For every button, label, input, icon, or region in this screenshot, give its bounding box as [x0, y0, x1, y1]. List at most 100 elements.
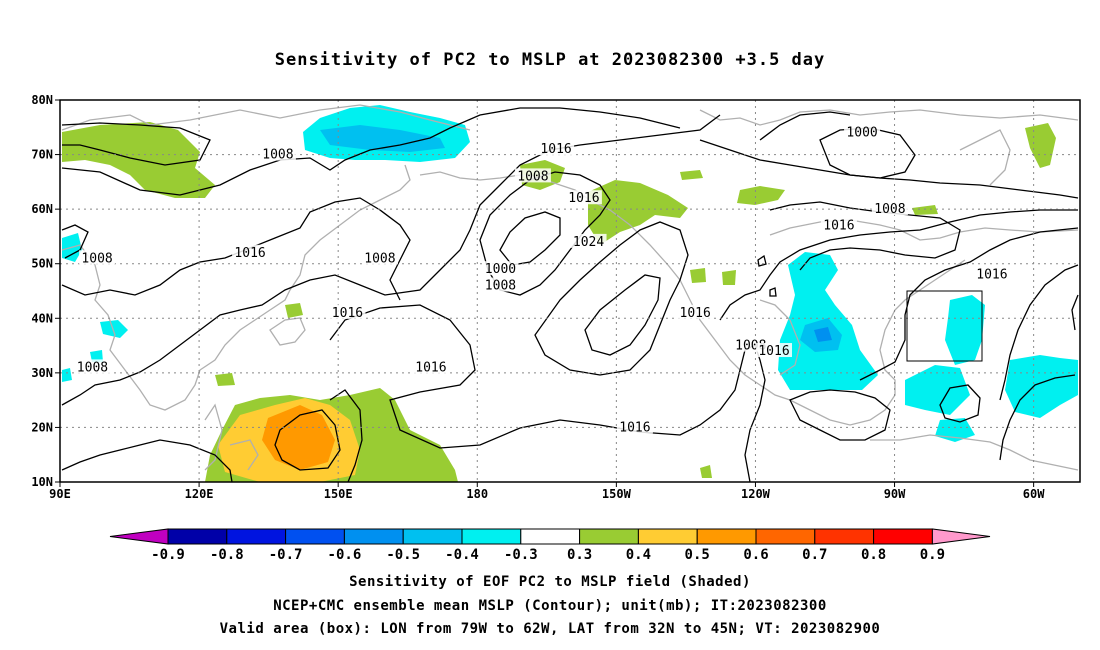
- contour-label: 1008: [364, 251, 395, 266]
- shade-positive-patch: [588, 180, 688, 245]
- colorbar-labels: -0.9 -0.8 -0.7 -0.6 -0.5 -0.4 -0.3 0.3 0.4 0.5 0.6…: [151, 547, 945, 563]
- lon-tick-label: 120W: [741, 487, 771, 501]
- shade-negative-patch: [935, 418, 975, 442]
- contour-label: 1016: [415, 360, 446, 375]
- colorbar-swatch: [343, 528, 404, 545]
- shade-negative-patch: [1005, 355, 1078, 418]
- contour-label: 1016: [619, 420, 650, 435]
- colorbar-label: 0.5: [685, 547, 710, 563]
- contour-label: 1008: [517, 169, 548, 184]
- shade-positive-patch: [215, 373, 235, 386]
- contour-label: 1000: [846, 126, 877, 141]
- lat-tick-label: 40N: [31, 311, 53, 325]
- axis-ticks: [55, 99, 1035, 487]
- lon-tick-label: 90W: [884, 487, 906, 501]
- colorbar-swatch: [461, 528, 522, 545]
- contour-label: 1024: [573, 235, 604, 250]
- colorbar-label: 0.4: [626, 547, 651, 563]
- lon-tick-label: 180: [466, 487, 488, 501]
- shade-positive-patch: [700, 465, 712, 478]
- lon-tick-label: 60W: [1023, 487, 1045, 501]
- colorbar-swatch: [226, 528, 287, 545]
- mslp-contours: [61, 107, 1079, 482]
- footer-line-2: NCEP+CMC ensemble mean MSLP (Contour); u…: [273, 598, 827, 614]
- lat-axis-labels: 10N 20N 30N 40N 50N 60N 70N 80N: [31, 93, 53, 489]
- lat-tick-label: 30N: [31, 366, 53, 380]
- contour-label: 1016: [976, 268, 1007, 283]
- colorbar-label: -0.8: [210, 547, 244, 563]
- lat-tick-label: 80N: [31, 93, 53, 107]
- shade-positive-patch: [285, 303, 303, 318]
- contour-label: 1016: [332, 306, 363, 321]
- colorbar-label: 0.8: [861, 547, 886, 563]
- shade-negative-patch: [100, 320, 128, 338]
- shade-positive-patch: [262, 405, 335, 470]
- lon-tick-label: 120E: [185, 487, 214, 501]
- shaded-sensitivity-field: [62, 105, 1078, 482]
- shade-negative-patch: [945, 295, 985, 365]
- colorbar-label: -0.9: [151, 547, 185, 563]
- colorbar-label: -0.4: [445, 547, 479, 563]
- colorbar-swatch: [167, 528, 228, 545]
- valid-area-box: [906, 290, 983, 362]
- contour-label: 1008: [485, 279, 516, 294]
- colorbar-label: 0.6: [743, 547, 768, 563]
- shade-positive-patch: [737, 186, 785, 205]
- colorbar-label: 0.3: [567, 547, 592, 563]
- contour-label: 1016: [758, 344, 789, 359]
- colorbar-swatch: [637, 528, 698, 545]
- colorbar-swatch: [814, 528, 875, 545]
- lat-tick-label: 20N: [31, 420, 53, 434]
- colorbar-swatch: [520, 528, 581, 545]
- colorbar-label: -0.3: [504, 547, 538, 563]
- contour-label: 1016: [568, 191, 599, 206]
- colorbar-swatch: [579, 528, 639, 545]
- contour-label: 1008: [874, 202, 905, 217]
- shade-negative-patch: [814, 327, 832, 342]
- lon-tick-label: 150W: [602, 487, 632, 501]
- shade-positive-patch: [680, 170, 703, 180]
- map-title: Sensitivity of PC2 to MSLP at 2023082300…: [274, 50, 826, 70]
- lon-axis-labels: 90E 120E 150E 180 150W 120W 90W 60W: [49, 487, 1045, 501]
- colorbar-swatch: [109, 528, 169, 545]
- contour-label: 1016: [540, 142, 571, 157]
- shade-positive-patch: [722, 270, 736, 285]
- contour-label: 1000: [485, 262, 516, 277]
- contour-label: 1016: [234, 246, 265, 261]
- lat-tick-label: 60N: [31, 202, 53, 216]
- contour-label: 1008: [81, 251, 112, 266]
- lon-tick-label: 150E: [324, 487, 353, 501]
- colorbar-swatch: [285, 528, 345, 545]
- colorbar-label: 0.7: [802, 547, 827, 563]
- colorbar-swatch: [931, 528, 991, 545]
- colorbar-label: 0.9: [920, 547, 945, 563]
- coastlines: [61, 104, 1079, 471]
- shade-negative-patch: [905, 365, 970, 415]
- shade-positive-patch: [1025, 123, 1056, 168]
- lat-tick-label: 10N: [31, 475, 53, 489]
- colorbar-swatch: [696, 528, 757, 545]
- contour-label: 1008: [262, 148, 293, 163]
- footer-line-1: Sensitivity of EOF PC2 to MSLP field (Sh…: [349, 574, 751, 590]
- colorbar-label: -0.7: [269, 547, 303, 563]
- shade-positive-patch: [912, 205, 938, 215]
- contour-labels: 1008 1016 1008 1000 1008 1016 1008 1016 1024 1000…: [74, 124, 1010, 435]
- colorbar-swatch: [755, 528, 816, 545]
- contour-label: 1008: [77, 360, 108, 375]
- shade-negative-patch: [62, 368, 72, 382]
- contour-label: 1016: [823, 219, 854, 234]
- map-frame: [59, 99, 1081, 483]
- colorbar-label: -0.6: [328, 547, 362, 563]
- shade-positive-patch: [690, 268, 706, 283]
- colorbar: [109, 528, 991, 545]
- lon-tick-label: 90E: [49, 487, 71, 501]
- shade-negative-patch: [90, 350, 103, 362]
- colorbar-swatch: [402, 528, 463, 545]
- footer-line-3: Valid area (box): LON from 79W to 62W, L…: [219, 621, 881, 637]
- shade-negative-patch: [320, 125, 445, 152]
- colorbar-swatch: [873, 528, 933, 545]
- lat-tick-label: 70N: [31, 148, 53, 162]
- colorbar-label: -0.5: [386, 547, 420, 563]
- contour-label: 1016: [680, 306, 711, 321]
